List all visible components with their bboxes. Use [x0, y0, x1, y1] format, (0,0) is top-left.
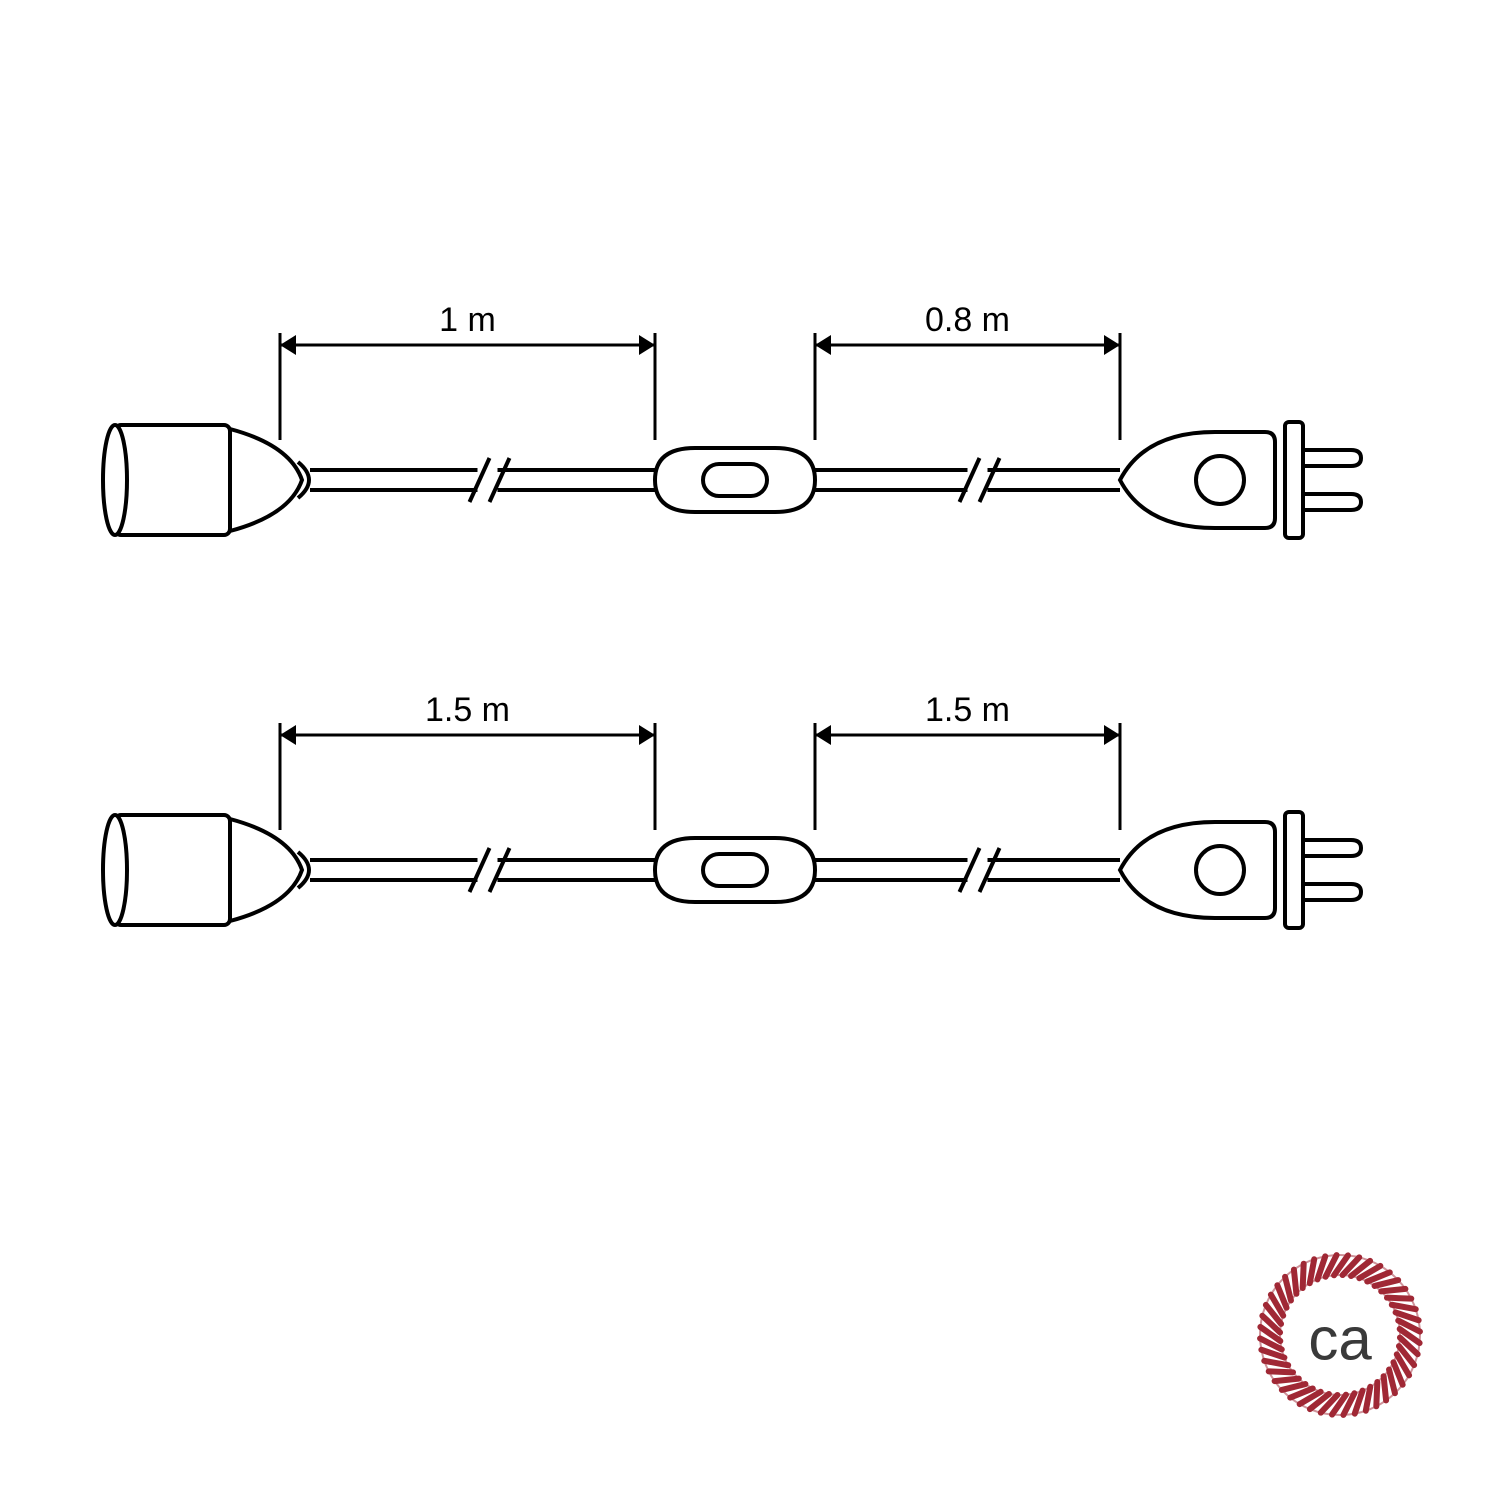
socket-body — [115, 815, 230, 925]
cable-break — [490, 458, 510, 502]
dim-arrow — [1104, 335, 1120, 355]
socket-cap — [103, 425, 127, 535]
switch-rocker — [703, 464, 767, 496]
dim-arrow — [280, 335, 296, 355]
plug-grip — [1196, 456, 1244, 504]
cable-break — [490, 848, 510, 892]
dim-arrow — [639, 335, 655, 355]
socket-dome — [230, 429, 302, 531]
dim-label: 0.8 m — [925, 301, 1010, 339]
plug-grip — [1196, 846, 1244, 894]
cable-break — [980, 458, 1000, 502]
socket-body — [115, 425, 230, 535]
dim-arrow — [815, 335, 831, 355]
cable-break — [960, 848, 980, 892]
cable-break — [960, 458, 980, 502]
dim-label: 1 m — [439, 301, 496, 339]
plug-prong — [1303, 450, 1361, 466]
socket-cap — [103, 815, 127, 925]
plug-prong — [1303, 494, 1361, 510]
plug-prong — [1303, 840, 1361, 856]
brand-logo-text: ca — [1308, 1306, 1372, 1373]
dim-arrow — [280, 725, 296, 745]
dim-arrow — [639, 725, 655, 745]
plug-face — [1285, 812, 1303, 928]
dim-label: 1.5 m — [425, 691, 510, 729]
plug-prong — [1303, 884, 1361, 900]
switch-rocker — [703, 854, 767, 886]
cable-break — [980, 848, 1000, 892]
socket-dome — [230, 819, 302, 921]
brand-logo: ca — [1260, 1255, 1420, 1415]
dim-label: 1.5 m — [925, 691, 1010, 729]
dim-arrow — [1104, 725, 1120, 745]
dim-arrow — [815, 725, 831, 745]
plug-face — [1285, 422, 1303, 538]
cable-break — [470, 458, 490, 502]
cable-break — [470, 848, 490, 892]
